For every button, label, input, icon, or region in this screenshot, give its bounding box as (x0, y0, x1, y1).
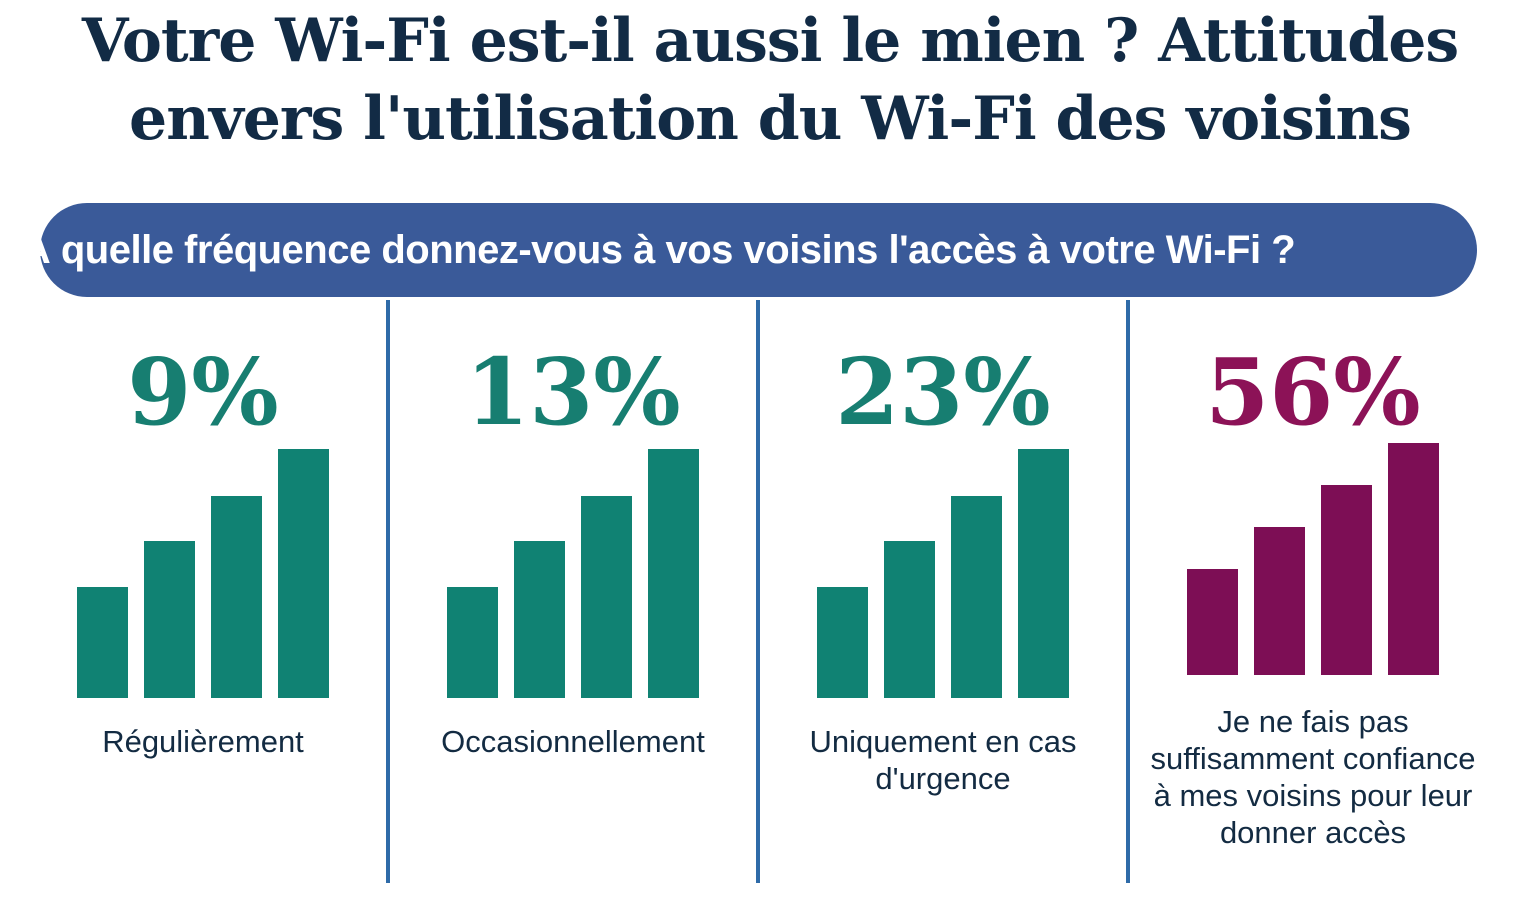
percentage-value: 23% (835, 338, 1051, 446)
bar-icon-bar (77, 587, 128, 698)
stat-column-urgence: 23% Uniquement en cas d'urgence (758, 300, 1128, 883)
question-banner: À quelle fréquence donnez-vous à vos voi… (22, 203, 1477, 297)
bar-icon-bar (1018, 449, 1069, 698)
stat-column-confiance: 56% Je ne fais pas suffisamment confianc… (1128, 300, 1498, 883)
percentage-value: 56% (1205, 338, 1421, 446)
column-divider (1126, 300, 1130, 883)
bar-icon-bar (447, 587, 498, 698)
column-divider (756, 300, 760, 883)
stat-column-regulierement: 9% Régulièrement (18, 300, 388, 883)
bar-icon-bar (884, 541, 935, 698)
bar-icon-bar (581, 496, 632, 698)
bar-chart-icon (758, 449, 1128, 698)
category-label: Régulièrement (102, 724, 304, 759)
bar-icon-bar (1254, 527, 1305, 675)
bar-icon-bar (211, 496, 262, 698)
bar-icon-bar (1187, 569, 1238, 675)
category-label: Uniquement en cas d'urgence (809, 724, 1077, 796)
bar-chart-icon (388, 449, 758, 698)
bar-icon-bar (648, 449, 699, 698)
category-label: Je ne fais pas suffisamment confiance à … (1150, 704, 1476, 850)
bar-icon-bar (1388, 443, 1439, 675)
percentage-value: 13% (465, 338, 681, 446)
bar-icon-bar (817, 587, 868, 698)
bar-icon-bar (144, 541, 195, 698)
question-banner-text: À quelle fréquence donnez-vous à vos voi… (21, 227, 1296, 272)
percentage-value: 9% (127, 338, 279, 446)
bar-chart-icon (1128, 443, 1498, 675)
bar-chart-icon (18, 449, 388, 698)
category-label: Occasionnellement (441, 724, 705, 759)
bar-icon-bar (514, 541, 565, 698)
bar-icon-bar (278, 449, 329, 698)
stat-column-occasionnellement: 13% Occasionnellement (388, 300, 758, 883)
column-divider (386, 300, 390, 883)
bar-icon-bar (1321, 485, 1372, 675)
bar-icon-bar (951, 496, 1002, 698)
infographic-title: Votre Wi-Fi est-il aussi le mien ? Attit… (81, 6, 1459, 154)
